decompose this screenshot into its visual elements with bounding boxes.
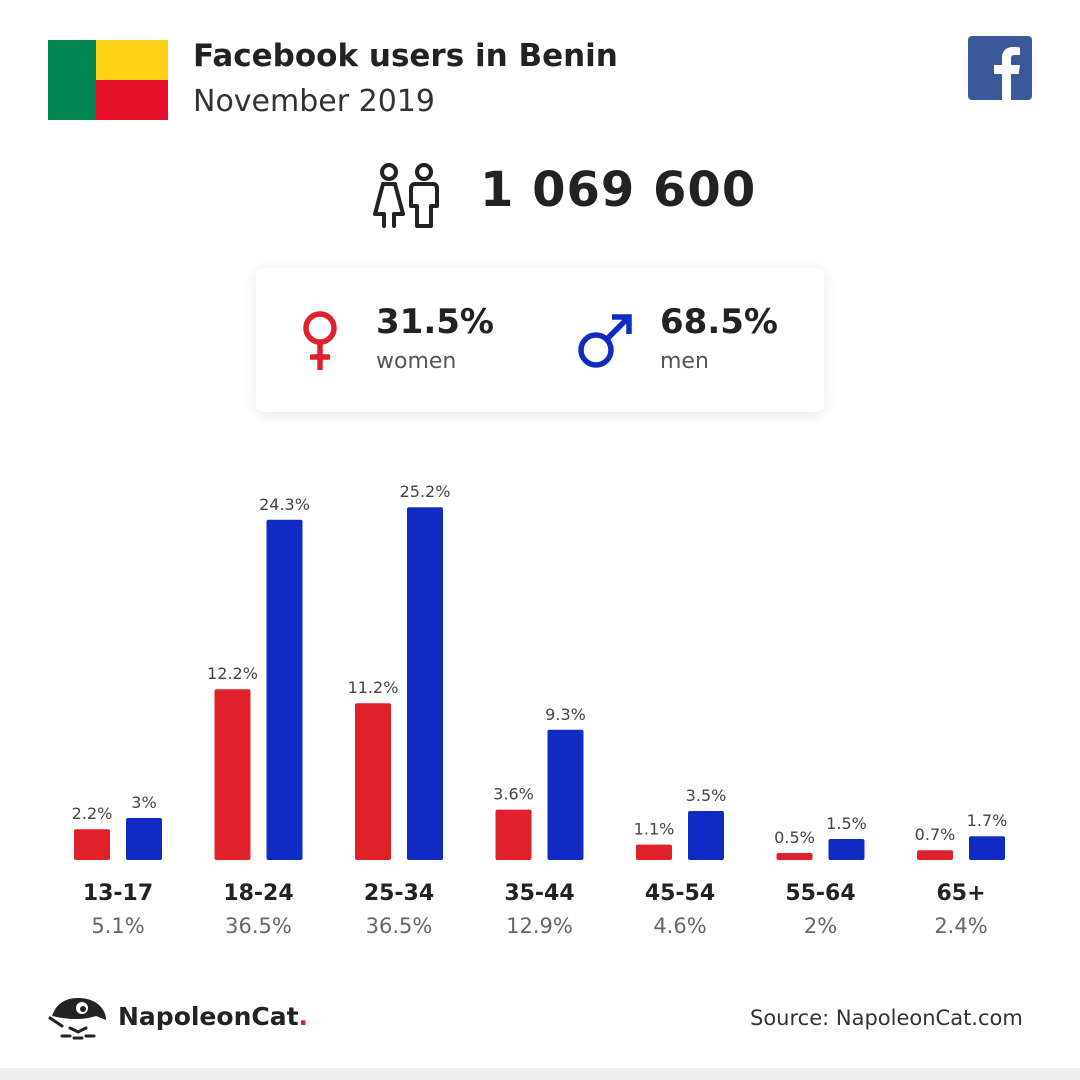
category-label-45-54: 45-54	[645, 881, 715, 906]
flag-yellow-band	[96, 40, 168, 80]
flag-red-band	[96, 80, 168, 120]
category-label-55-64: 55-64	[785, 881, 855, 906]
category-total-25-34: 36.5%	[366, 914, 433, 938]
bar-men-65+	[969, 836, 1005, 860]
category-label-65+: 65+	[936, 881, 985, 906]
category-total-55-64: 2%	[804, 914, 837, 938]
gender-card: 31.5% women 68.5% men	[256, 268, 824, 412]
bar-label-women-45-54: 1.1%	[634, 820, 675, 839]
bar-men-25-34	[407, 507, 443, 860]
category-label-13-17: 13-17	[83, 881, 153, 906]
bar-men-45-54	[688, 811, 724, 860]
age-gender-bar-chart: 2.2% 3% 13-17 5.1% 12.2% 24.3% 18-24 36.5% 11.2%…	[72, 482, 1008, 938]
source-text: Source: NapoleonCat.com	[750, 1006, 1023, 1030]
brand-name: NapoleonCat.	[118, 1002, 308, 1031]
men-label: men	[660, 349, 709, 374]
bar-men-55-64	[828, 839, 865, 860]
bar-men-18-24	[266, 519, 303, 860]
female-icon	[303, 311, 337, 370]
category-total-35-44: 12.9%	[506, 914, 573, 938]
bar-women-45-54	[636, 844, 672, 860]
women-percent: 31.5%	[376, 302, 494, 342]
bar-label-men-35-44: 9.3%	[545, 705, 586, 724]
bar-label-women-65+: 0.7%	[915, 825, 956, 844]
bar-label-men-65+: 1.7%	[967, 811, 1008, 830]
bar-label-men-55-64: 1.5%	[826, 814, 867, 833]
total-users: 1 069 600	[480, 162, 757, 218]
bottom-strip	[0, 1068, 1080, 1080]
bar-men-13-17	[126, 818, 162, 860]
category-total-13-17: 5.1%	[91, 914, 144, 938]
bar-label-women-55-64: 0.5%	[774, 828, 815, 847]
users-icon	[373, 163, 439, 228]
bar-women-13-17	[74, 829, 110, 860]
brand-text: NapoleonCat	[118, 1002, 299, 1031]
bar-women-25-34	[355, 703, 391, 860]
napoleoncat-logo-icon	[48, 998, 106, 1040]
women-label: women	[376, 349, 457, 374]
bar-men-35-44	[547, 729, 584, 860]
benin-flag	[48, 40, 168, 120]
bar-women-55-64	[776, 853, 813, 860]
bar-label-men-45-54: 3.5%	[686, 786, 727, 805]
category-total-65+: 2.4%	[934, 914, 987, 938]
bar-women-35-44	[495, 809, 532, 860]
page-title: Facebook users in Benin	[193, 38, 618, 74]
bar-label-men-25-34: 25.2%	[400, 482, 451, 501]
bar-label-women-35-44: 3.6%	[493, 785, 534, 804]
male-icon	[578, 314, 632, 368]
bar-label-women-25-34: 11.2%	[348, 678, 399, 697]
bar-label-men-18-24: 24.3%	[259, 495, 310, 514]
category-label-18-24: 18-24	[223, 881, 293, 906]
bar-label-men-13-17: 3%	[131, 793, 156, 812]
category-total-45-54: 4.6%	[653, 914, 706, 938]
category-total-18-24: 36.5%	[225, 914, 292, 938]
brand-dot: .	[298, 1002, 309, 1031]
facebook-icon	[968, 36, 1032, 100]
bar-women-65+	[917, 850, 953, 860]
bar-women-18-24	[214, 689, 251, 860]
flag-green-band	[48, 40, 96, 120]
bar-label-women-18-24: 12.2%	[207, 664, 258, 683]
category-label-35-44: 35-44	[504, 881, 574, 906]
category-label-25-34: 25-34	[364, 881, 434, 906]
bar-label-women-13-17: 2.2%	[72, 804, 113, 823]
men-percent: 68.5%	[660, 302, 778, 342]
page-subtitle: November 2019	[193, 84, 435, 119]
